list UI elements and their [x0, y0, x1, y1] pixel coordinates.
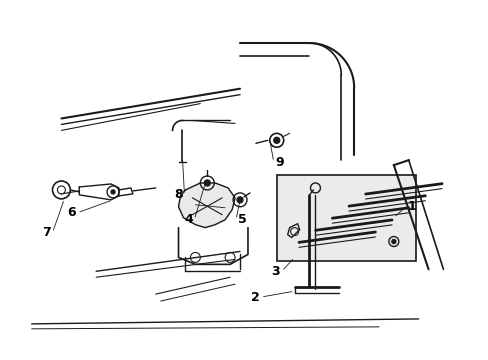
Circle shape: [237, 197, 243, 203]
Text: 1: 1: [407, 200, 415, 213]
Circle shape: [111, 190, 115, 194]
Text: 3: 3: [271, 265, 280, 278]
Text: 9: 9: [275, 156, 284, 168]
Text: 7: 7: [42, 226, 51, 239]
Text: 4: 4: [183, 213, 192, 226]
Polygon shape: [178, 183, 235, 228]
Circle shape: [204, 180, 210, 186]
Circle shape: [391, 239, 395, 243]
Text: 5: 5: [237, 213, 246, 226]
Circle shape: [273, 137, 279, 143]
Text: 8: 8: [174, 188, 183, 201]
Bar: [276, 175, 415, 261]
Text: 2: 2: [250, 291, 259, 303]
Text: 6: 6: [67, 206, 76, 219]
